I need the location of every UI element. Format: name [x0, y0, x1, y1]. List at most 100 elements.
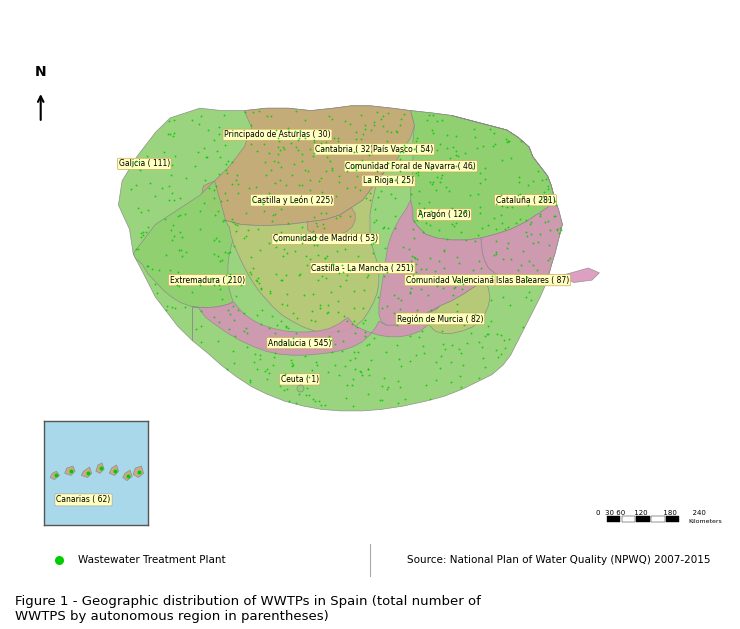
Point — [454, 382, 466, 392]
Point — [82, 468, 94, 478]
Point — [521, 231, 533, 242]
Point — [551, 224, 563, 234]
Point — [309, 316, 321, 326]
Point — [427, 110, 439, 120]
Point — [294, 383, 306, 393]
Point — [232, 306, 244, 316]
Point — [280, 179, 292, 189]
Point — [255, 319, 266, 329]
Point — [341, 183, 353, 193]
Point — [340, 166, 352, 176]
Point — [249, 348, 261, 359]
Point — [413, 198, 425, 208]
Point — [504, 300, 516, 310]
Polygon shape — [95, 463, 104, 473]
Point — [487, 141, 499, 151]
Point — [278, 385, 290, 395]
Point — [221, 159, 232, 169]
Point — [181, 247, 192, 257]
Point — [381, 136, 393, 147]
Point — [230, 175, 242, 186]
Point — [472, 189, 484, 199]
Point — [283, 340, 295, 350]
Point — [549, 196, 561, 206]
Point — [168, 231, 180, 241]
Point — [166, 235, 178, 245]
Point — [385, 127, 397, 137]
Point — [502, 222, 514, 232]
Point — [221, 195, 233, 205]
Point — [410, 267, 422, 277]
Point — [394, 154, 406, 164]
Point — [296, 180, 308, 190]
Point — [186, 115, 198, 125]
Point — [454, 348, 466, 358]
Point — [388, 175, 400, 185]
Point — [326, 259, 338, 269]
Polygon shape — [201, 106, 414, 225]
Point — [500, 133, 512, 143]
Point — [452, 151, 464, 161]
Point — [329, 339, 341, 349]
Point — [266, 311, 278, 321]
Point — [349, 286, 360, 296]
Point — [294, 269, 306, 279]
Point — [528, 260, 539, 270]
Point — [451, 299, 462, 309]
Point — [166, 188, 178, 198]
Point — [315, 173, 327, 183]
Point — [219, 247, 231, 257]
Point — [360, 272, 372, 282]
Point — [477, 223, 488, 233]
Point — [496, 201, 508, 211]
Point — [343, 211, 355, 221]
Point — [259, 157, 271, 167]
Point — [450, 145, 462, 155]
Point — [365, 239, 377, 249]
Point — [517, 321, 529, 331]
Point — [133, 157, 145, 167]
Point — [307, 394, 319, 404]
Point — [525, 216, 537, 226]
Point — [542, 184, 554, 194]
Point — [318, 223, 330, 233]
Point — [287, 360, 299, 370]
Point — [453, 258, 465, 268]
Point — [365, 355, 377, 365]
Point — [362, 389, 374, 399]
Point — [221, 364, 233, 374]
Point — [445, 357, 457, 367]
Point — [431, 145, 443, 155]
Point — [422, 115, 434, 125]
Text: Región de Murcia ( 82): Región de Murcia ( 82) — [397, 314, 483, 324]
Point — [295, 126, 306, 136]
Point — [434, 363, 446, 373]
Point — [545, 225, 556, 235]
Bar — [666, 516, 679, 522]
Point — [377, 121, 389, 131]
Point — [278, 243, 289, 253]
Point — [434, 225, 445, 235]
Point — [531, 265, 543, 275]
Point — [195, 337, 207, 347]
Point — [388, 308, 400, 318]
Point — [206, 272, 218, 282]
Point — [391, 127, 403, 137]
Point — [275, 316, 287, 326]
Point — [239, 107, 251, 117]
Point — [194, 223, 206, 233]
Point — [144, 178, 156, 188]
Point — [325, 287, 337, 297]
Point — [410, 350, 422, 360]
Point — [475, 263, 487, 273]
Point — [479, 331, 491, 341]
Point — [126, 162, 138, 172]
Point — [275, 175, 286, 185]
Point — [213, 279, 225, 289]
Point — [226, 346, 238, 356]
Point — [357, 130, 369, 140]
Point — [499, 224, 511, 234]
Point — [232, 179, 243, 189]
Point — [142, 204, 154, 214]
Point — [488, 128, 500, 138]
